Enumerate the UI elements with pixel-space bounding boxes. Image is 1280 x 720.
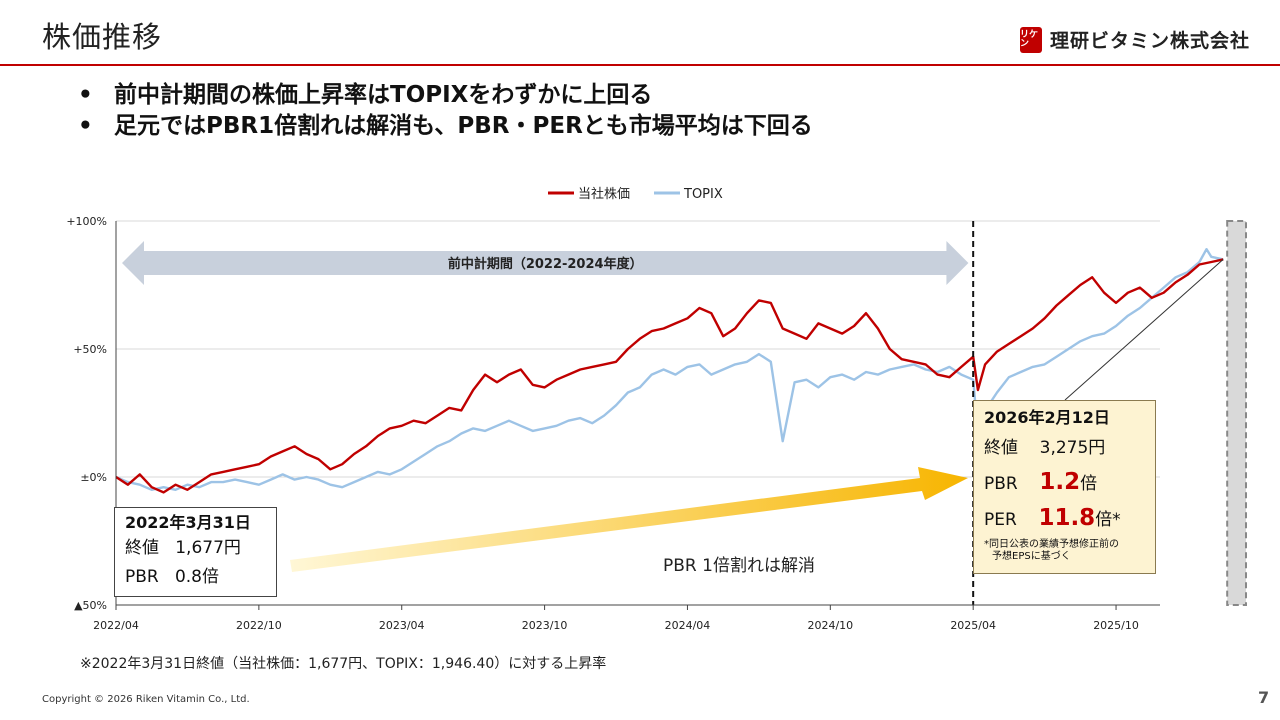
per-label: PER	[984, 510, 1017, 530]
bullet-1: 前中計期間の株価上昇率はTOPIXをわずかに上回る	[78, 80, 813, 111]
pbr-label: PBR	[984, 474, 1018, 494]
pbr-label: PBR	[125, 567, 159, 587]
callout-start: 2022年3月31日 終値 1,677円 PBR 0.8倍	[114, 507, 277, 597]
logo-mark: リケン	[1020, 26, 1042, 53]
y-tick-label: +100%	[66, 215, 107, 228]
title-divider	[0, 64, 1280, 66]
x-tick-label: 2023/04	[379, 619, 425, 632]
callout-start-date: 2022年3月31日	[125, 513, 251, 532]
x-tick-label: 2025/04	[950, 619, 996, 632]
callout-end-close: 終値 3,275円	[984, 431, 1145, 465]
y-tick-label: ▲50%	[74, 599, 107, 612]
page-number: 7	[1258, 688, 1270, 707]
page-title: 株価推移	[42, 20, 163, 54]
copyright: Copyright © 2026 Riken Vitamin Co., Ltd.	[42, 694, 250, 705]
x-tick-label: 2024/04	[665, 619, 711, 632]
callout-end-per: PER 11.8倍*	[984, 501, 1145, 537]
per-note-line-2: 予想EPSに基づく	[992, 551, 1071, 562]
close-label: 終値	[984, 438, 1018, 458]
topix-line	[115, 248, 1224, 491]
x-tick-label: 2022/04	[93, 619, 139, 632]
close-value: 3,275円	[1039, 438, 1106, 458]
pbr-unit: 倍	[1080, 474, 1098, 494]
summary-bullets: 前中計期間の株価上昇率はTOPIXをわずかに上回る 足元ではPBR1倍割れは解消…	[78, 80, 813, 142]
legend-label-topix: TOPIX	[683, 187, 723, 202]
x-tick-label: 2023/10	[522, 619, 568, 632]
legend-label-company: 当社株価	[578, 186, 630, 202]
period-arrow	[122, 241, 969, 285]
callout-leader-line	[1064, 259, 1224, 401]
pbr-value: 0.8倍	[174, 567, 219, 587]
period-arrow-label: 前中計期間（2022-2024年度）	[448, 256, 643, 272]
y-tick-label: ±0%	[80, 471, 107, 484]
close-label: 終値	[125, 538, 159, 558]
y-tick-label: +50%	[73, 343, 107, 356]
callout-start-pbr: PBR 0.8倍	[125, 563, 266, 592]
growth-arrow	[290, 467, 968, 572]
company-logo: リケン 理研ビタミン株式会社	[1020, 26, 1250, 53]
callout-start-close: 終値 1,677円	[125, 534, 266, 563]
bullet-2: 足元ではPBR1倍割れは解消も、PBR・PERとも市場平均は下回る	[78, 111, 813, 142]
callout-end: 2026年2月12日 終値 3,275円 PBR 1.2倍 PER 11.8倍*…	[973, 400, 1156, 574]
footnote: ※2022年3月31日終値（当社株価：1,677円、TOPIX：1,946.40…	[80, 656, 607, 672]
per-value: 11.8	[1038, 505, 1096, 531]
callout-end-pbr: PBR 1.2倍	[984, 465, 1145, 501]
callout-end-date: 2026年2月12日	[984, 408, 1110, 427]
pbr-value: 1.2	[1039, 469, 1081, 495]
x-tick-label: 2025/10	[1093, 619, 1139, 632]
per-note-line-1: *同日公表の業績予想修正前の	[984, 539, 1119, 550]
per-unit: 倍*	[1095, 510, 1121, 530]
company-price-line	[115, 258, 1224, 494]
x-tick-label: 2022/10	[236, 619, 282, 632]
forecast-shaded-area	[1226, 220, 1247, 606]
close-value: 1,677円	[175, 538, 241, 558]
per-note: *同日公表の業績予想修正前の 予想EPSに基づく	[984, 539, 1145, 563]
x-tick-label: 2024/10	[807, 619, 853, 632]
pbr-annotation: PBR 1倍割れは解消	[663, 556, 815, 576]
logo-text: 理研ビタミン株式会社	[1050, 30, 1251, 52]
